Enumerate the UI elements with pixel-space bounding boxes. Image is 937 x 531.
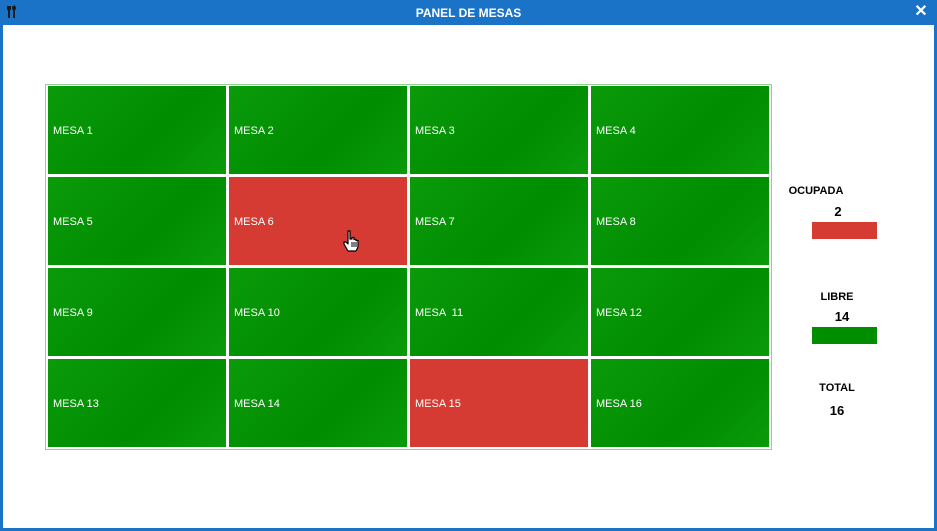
legend-libre-count: 14 — [834, 309, 850, 324]
mesa-label: MESA 4 — [596, 125, 636, 137]
mesa-label: MESA 15 — [415, 398, 461, 410]
tables-grid: MESA 1 MESA 2 MESA 3 MESA 4 MESA 5 MESA 6 MESA… — [45, 84, 772, 450]
mesa-button-11[interactable]: MESA 11 — [410, 268, 588, 356]
mesa-button-10[interactable]: MESA 10 — [229, 268, 407, 356]
mesa-label: MESA 9 — [53, 307, 93, 319]
window-title: PANEL DE MESAS — [415, 6, 522, 20]
mesa-label: MESA 12 — [596, 307, 642, 319]
client-area: MESA 1 MESA 2 MESA 3 MESA 4 MESA 5 MESA 6 MESA… — [3, 25, 934, 528]
title-bar[interactable]: PANEL DE MESAS ✕ — [0, 0, 937, 24]
mesa-button-14[interactable]: MESA 14 — [229, 359, 407, 447]
mesa-button-2[interactable]: MESA 2 — [229, 86, 407, 174]
mesa-label: MESA 1 — [53, 125, 93, 137]
close-button[interactable]: ✕ — [913, 4, 929, 20]
mesa-button-3[interactable]: MESA 3 — [410, 86, 588, 174]
mesa-button-7[interactable]: MESA 7 — [410, 177, 588, 265]
legend-libre-swatch — [812, 327, 877, 344]
mesa-button-6[interactable]: MESA 6 — [229, 177, 407, 265]
mesa-button-9[interactable]: MESA 9 — [48, 268, 226, 356]
legend-total-label: TOTAL — [819, 382, 855, 394]
mesa-button-12[interactable]: MESA 12 — [591, 268, 769, 356]
mesa-button-8[interactable]: MESA 8 — [591, 177, 769, 265]
cutlery-icon — [6, 5, 20, 19]
mesa-button-16[interactable]: MESA 16 — [591, 359, 769, 447]
mesa-label: MESA 13 — [53, 398, 99, 410]
mesa-button-1[interactable]: MESA 1 — [48, 86, 226, 174]
legend-libre-label: LIBRE — [820, 291, 854, 303]
mesa-label: MESA 10 — [234, 307, 280, 319]
mesa-label: MESA 5 — [53, 216, 93, 228]
legend-ocupada-swatch — [812, 222, 877, 239]
mesa-label: MESA 11 — [415, 307, 464, 319]
mesa-label: MESA 3 — [415, 125, 455, 137]
mesa-button-13[interactable]: MESA 13 — [48, 359, 226, 447]
mesa-label: MESA 8 — [596, 216, 636, 228]
legend-total-count: 16 — [829, 403, 845, 418]
mesa-button-4[interactable]: MESA 4 — [591, 86, 769, 174]
mesa-label: MESA 2 — [234, 125, 274, 137]
mesa-button-5[interactable]: MESA 5 — [48, 177, 226, 265]
mesa-label: MESA 7 — [415, 216, 455, 228]
legend-ocupada-count: 2 — [834, 204, 842, 219]
mesa-label: MESA 6 — [234, 216, 274, 228]
mesa-label: MESA 14 — [234, 398, 280, 410]
mesa-button-15[interactable]: MESA 15 — [410, 359, 588, 447]
mesa-label: MESA 16 — [596, 398, 642, 410]
close-icon: ✕ — [914, 3, 928, 20]
legend-ocupada-label: OCUPADA — [788, 185, 844, 197]
hand-pointer-icon — [343, 230, 361, 252]
